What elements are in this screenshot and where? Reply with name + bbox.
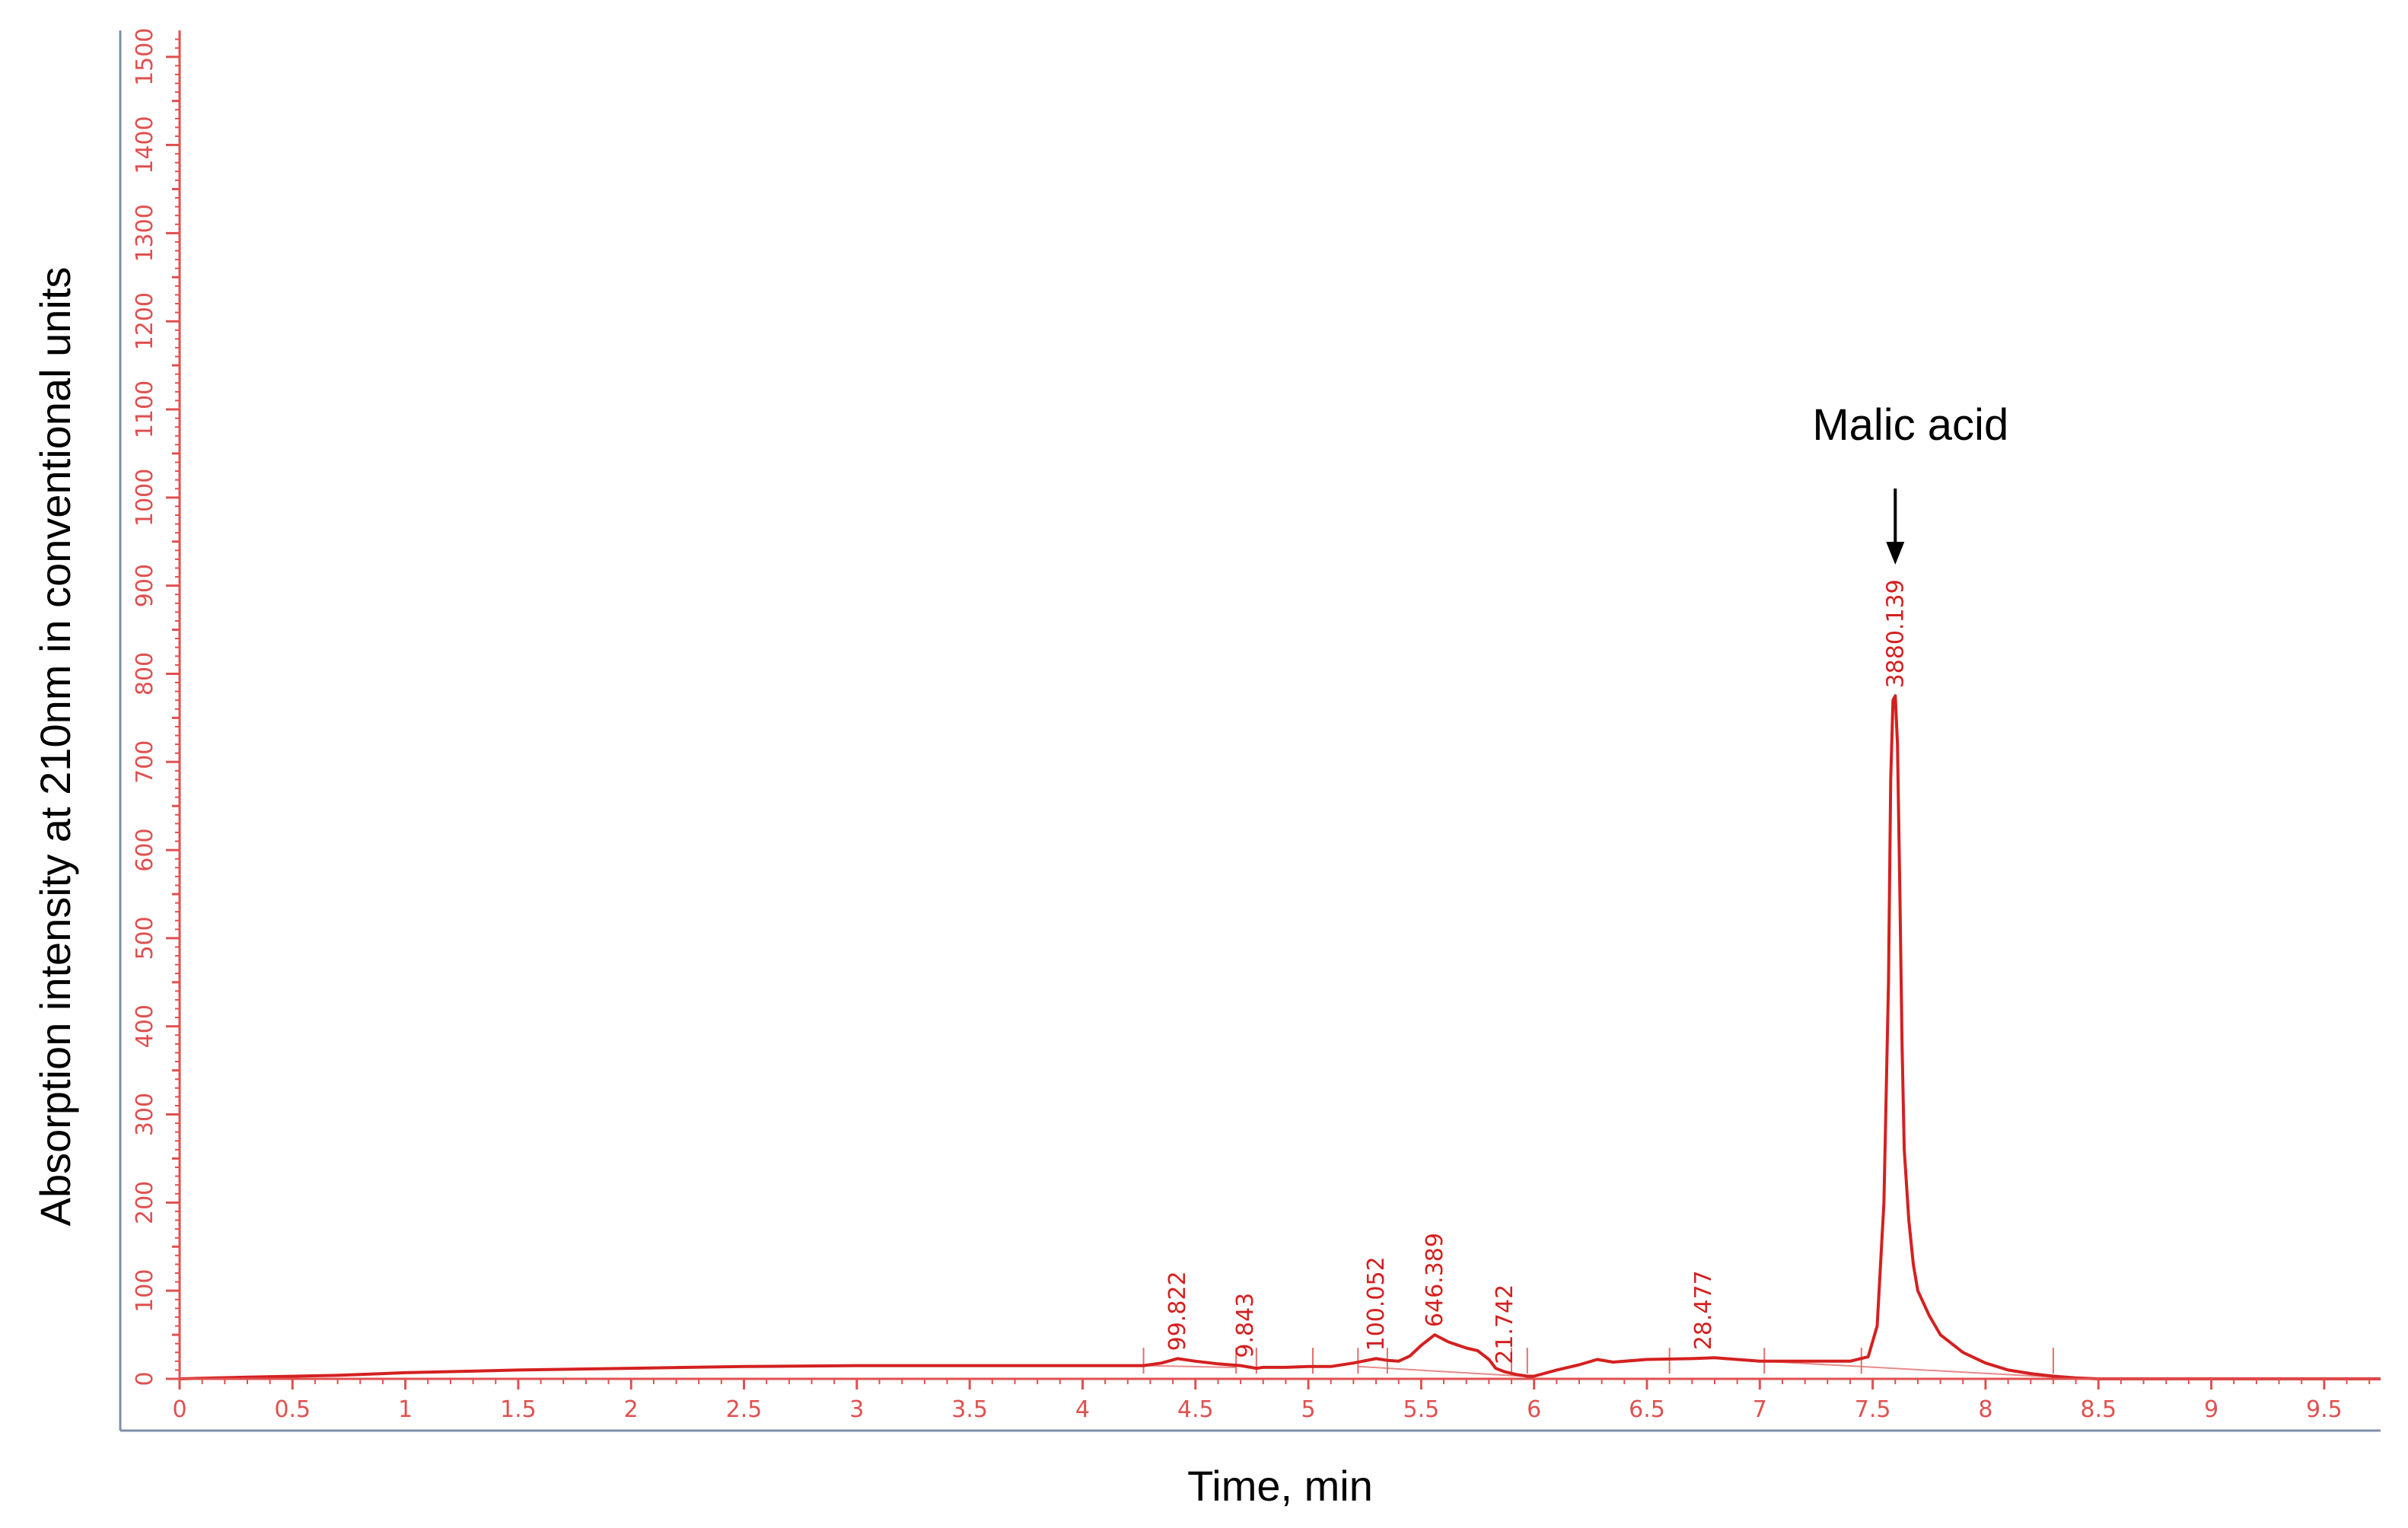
x-tick-label: 3.5 xyxy=(951,1396,988,1423)
peak-area-label: 21.742 xyxy=(1492,1284,1518,1364)
y-tick-label: 900 xyxy=(132,564,158,607)
peak-area-label: 9.843 xyxy=(1232,1293,1259,1358)
y-tick-label: 1300 xyxy=(132,204,158,262)
y-tick-label: 800 xyxy=(132,652,158,696)
y-tick-label: 300 xyxy=(132,1093,158,1136)
x-tick-label: 9 xyxy=(2204,1396,2218,1423)
x-tick-label: 8 xyxy=(1978,1396,1992,1423)
peak-area-label: 99.822 xyxy=(1164,1271,1191,1351)
x-tick-label: 5.5 xyxy=(1403,1396,1440,1423)
y-tick-label: 100 xyxy=(132,1269,158,1313)
y-tick-label: 1500 xyxy=(132,28,158,86)
x-tick-label: 4 xyxy=(1075,1396,1090,1423)
y-axis-title: Absorption intensity at 210nm in convent… xyxy=(31,267,79,1227)
y-tick-label: 1100 xyxy=(132,380,158,438)
y-tick-label: 1000 xyxy=(132,469,158,527)
y-tick-label: 500 xyxy=(132,916,158,960)
chromatogram-trace xyxy=(179,694,2381,1380)
malic-acid-annotation: Malic acid xyxy=(1812,400,2008,450)
x-tick-label: 8.5 xyxy=(2080,1396,2117,1423)
y-tick-label: 600 xyxy=(132,828,158,871)
peak-area-label: 3880.139 xyxy=(1882,579,1909,688)
peak-area-label: 100.052 xyxy=(1363,1256,1390,1351)
x-tick-label: 3 xyxy=(849,1396,864,1423)
integration-baseline xyxy=(1143,1364,1237,1368)
x-tick-label: 9.5 xyxy=(2306,1396,2343,1423)
x-tick-label: 7.5 xyxy=(1855,1396,1891,1423)
x-tick-label: 0.5 xyxy=(274,1396,311,1423)
y-tick-label: 700 xyxy=(132,740,158,784)
arrowhead-icon xyxy=(1886,542,1905,565)
x-tick-label: 2 xyxy=(624,1396,639,1423)
x-tick-label: 6.5 xyxy=(1629,1396,1665,1423)
integration-baseline xyxy=(1358,1365,1523,1377)
y-tick-label: 1200 xyxy=(132,292,158,350)
x-tick-label: 6 xyxy=(1527,1396,1541,1423)
y-tick-label: 1400 xyxy=(132,116,158,173)
y-tick-label: 0 xyxy=(132,1371,158,1386)
integration-baseline xyxy=(1764,1360,2053,1378)
x-tick-label: 7 xyxy=(1753,1396,1767,1423)
peak-area-label: 28.477 xyxy=(1690,1270,1717,1350)
x-axis-title: Time, min xyxy=(1187,1462,1373,1510)
y-tick-label: 400 xyxy=(132,1004,158,1048)
y-tick-label: 200 xyxy=(132,1181,158,1224)
x-tick-label: 5 xyxy=(1301,1396,1316,1423)
peak-area-label: 646.389 xyxy=(1422,1233,1448,1327)
x-tick-label: 0 xyxy=(172,1396,186,1423)
x-tick-label: 1.5 xyxy=(500,1396,537,1423)
x-tick-label: 2.5 xyxy=(726,1396,763,1423)
x-tick-label: 1 xyxy=(398,1396,412,1423)
x-tick-label: 4.5 xyxy=(1177,1396,1214,1423)
